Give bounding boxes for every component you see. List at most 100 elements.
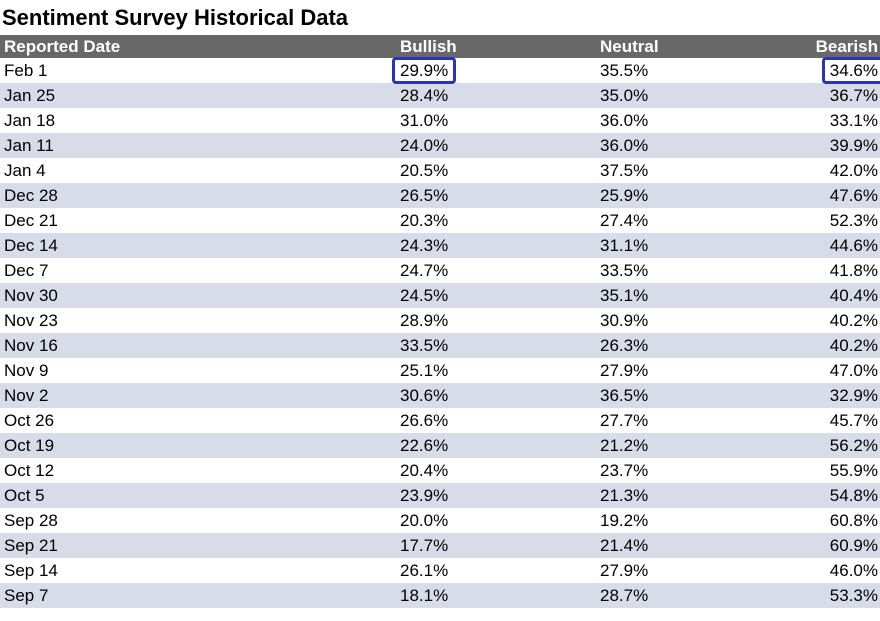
cell-bearish: 60.9%: [796, 533, 880, 558]
cell-bearish: 39.9%: [796, 133, 880, 158]
cell-neutral-value: 36.0%: [600, 111, 649, 130]
table-row: Nov 2 30.6% 36.5% 32.9%: [0, 383, 880, 408]
cell-reported-date-value: Oct 5: [4, 486, 45, 505]
highlight-box: [392, 57, 457, 84]
cell-bearish: 54.8%: [796, 483, 880, 508]
cell-bullish-value: 24.5%: [400, 286, 449, 305]
table-body: Feb 1 29.9% 35.5% 34.6% Jan 25 28.4% 35.0% 36.7…: [0, 57, 880, 608]
table-row: Sep 7 18.1% 28.7% 53.3%: [0, 583, 880, 608]
cell-bearish-value: 55.9%: [829, 461, 878, 480]
table-row: Oct 19 22.6% 21.2% 56.2%: [0, 433, 880, 458]
table-row: Oct 12 20.4% 23.7% 55.9%: [0, 458, 880, 483]
column-header-neutral: Neutral: [600, 37, 659, 56]
cell-bearish: 41.8%: [796, 258, 880, 283]
cell-reported-date: Nov 9: [0, 358, 396, 383]
cell-neutral-value: 27.4%: [600, 211, 649, 230]
table-row: Oct 5 23.9% 21.3% 54.8%: [0, 483, 880, 508]
cell-neutral-value: 35.0%: [600, 86, 649, 105]
sentiment-table: Reported Date Bullish Neutral Bearish Fe…: [0, 35, 880, 608]
cell-bullish: 31.0%: [396, 108, 596, 133]
cell-reported-date-value: Dec 28: [4, 186, 58, 205]
table-header: Reported Date Bullish Neutral Bearish: [0, 35, 880, 58]
cell-bearish: 32.9%: [796, 383, 880, 408]
cell-reported-date-value: Sep 14: [4, 561, 58, 580]
table-row: Nov 23 28.9% 30.9% 40.2%: [0, 308, 880, 333]
cell-neutral: 35.0%: [596, 83, 796, 108]
cell-reported-date: Oct 12: [0, 458, 396, 483]
cell-bearish-value: 60.8%: [829, 511, 878, 530]
cell-bullish: 26.1%: [396, 558, 596, 583]
cell-reported-date: Nov 23: [0, 308, 396, 333]
table-row: Sep 14 26.1% 27.9% 46.0%: [0, 558, 880, 583]
cell-bearish: 40.2%: [796, 308, 880, 333]
table-row: Dec 28 26.5% 25.9% 47.6%: [0, 183, 880, 208]
cell-bearish: 60.8%: [796, 508, 880, 533]
cell-neutral-value: 35.5%: [600, 61, 649, 80]
cell-bearish-value: 40.2%: [829, 311, 878, 330]
cell-bearish-value: 44.6%: [829, 236, 878, 255]
cell-bullish-value: 23.9%: [400, 486, 449, 505]
cell-bearish-value: 32.9%: [829, 386, 878, 405]
cell-reported-date: Sep 28: [0, 508, 396, 533]
cell-bullish-value: 18.1%: [400, 586, 449, 605]
table-row: Dec 21 20.3% 27.4% 52.3%: [0, 208, 880, 233]
cell-bullish-value: 26.1%: [400, 561, 449, 580]
cell-neutral-value: 37.5%: [600, 161, 649, 180]
cell-reported-date-value: Jan 4: [4, 161, 46, 180]
cell-neutral: 36.5%: [596, 383, 796, 408]
cell-neutral-value: 23.7%: [600, 461, 649, 480]
column-header-reported-date: Reported Date: [4, 37, 121, 56]
cell-neutral-value: 28.7%: [600, 586, 649, 605]
cell-reported-date-value: Oct 26: [4, 411, 55, 430]
cell-reported-date: Sep 14: [0, 558, 396, 583]
cell-bearish-value: 47.0%: [829, 361, 878, 380]
cell-bullish: 28.9%: [396, 308, 596, 333]
cell-neutral-value: 21.2%: [600, 436, 649, 455]
cell-bullish-value: 28.9%: [400, 311, 449, 330]
cell-neutral-value: 35.1%: [600, 286, 649, 305]
table-row: Sep 21 17.7% 21.4% 60.9%: [0, 533, 880, 558]
cell-bullish: 24.7%: [396, 258, 596, 283]
cell-neutral-value: 30.9%: [600, 311, 649, 330]
cell-reported-date-value: Sep 21: [4, 536, 58, 555]
cell-neutral: 21.4%: [596, 533, 796, 558]
cell-bullish-value: 30.6%: [400, 386, 449, 405]
cell-reported-date-value: Nov 23: [4, 311, 58, 330]
cell-bullish-value: 24.7%: [400, 261, 449, 280]
cell-reported-date-value: Jan 11: [4, 136, 54, 155]
cell-bearish: 53.3%: [796, 583, 880, 608]
cell-bullish: 20.0%: [396, 508, 596, 533]
cell-bearish: 52.3%: [796, 208, 880, 233]
cell-bearish-value: 41.8%: [829, 261, 878, 280]
cell-bullish-value: 25.1%: [400, 361, 449, 380]
cell-neutral: 25.9%: [596, 183, 796, 208]
cell-neutral: 27.9%: [596, 358, 796, 383]
cell-neutral: 37.5%: [596, 158, 796, 183]
cell-reported-date: Nov 16: [0, 333, 396, 358]
cell-reported-date: Dec 7: [0, 258, 396, 283]
cell-bullish-value: 20.3%: [400, 211, 449, 230]
cell-bearish: 47.6%: [796, 183, 880, 208]
cell-bearish-value: 36.7%: [829, 86, 878, 105]
cell-bearish-value: 53.3%: [829, 586, 878, 605]
table-row: Dec 7 24.7% 33.5% 41.8%: [0, 258, 880, 283]
cell-bearish-value: 47.6%: [829, 186, 878, 205]
column-header-bullish: Bullish: [400, 37, 457, 56]
cell-bearish: 36.7%: [796, 83, 880, 108]
cell-reported-date: Dec 28: [0, 183, 396, 208]
cell-bullish: 23.9%: [396, 483, 596, 508]
cell-bullish-value: 24.0%: [400, 136, 449, 155]
cell-reported-date: Oct 5: [0, 483, 396, 508]
cell-reported-date-value: Nov 30: [4, 286, 58, 305]
cell-bearish: 40.4%: [796, 283, 880, 308]
cell-neutral: 21.3%: [596, 483, 796, 508]
cell-reported-date-value: Feb 1: [4, 61, 48, 80]
cell-neutral: 33.5%: [596, 258, 796, 283]
cell-bearish: 34.6%: [796, 57, 880, 84]
cell-neutral-value: 36.5%: [600, 386, 649, 405]
table-row: Dec 14 24.3% 31.1% 44.6%: [0, 233, 880, 258]
cell-neutral: 21.2%: [596, 433, 796, 458]
cell-neutral-value: 36.0%: [600, 136, 649, 155]
cell-reported-date: Jan 18: [0, 108, 396, 133]
cell-bullish-value: 28.4%: [400, 86, 449, 105]
